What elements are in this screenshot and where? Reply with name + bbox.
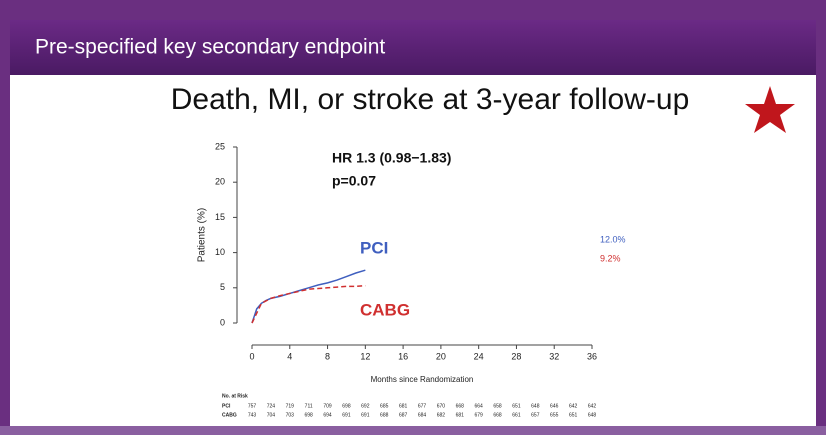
x-tick-label: 32 bbox=[549, 351, 559, 361]
risk-value: 642 bbox=[588, 403, 597, 409]
risk-row-name: CABG bbox=[222, 412, 237, 418]
risk-value: 664 bbox=[474, 403, 483, 409]
risk-value: 648 bbox=[588, 412, 597, 418]
risk-value: 719 bbox=[286, 403, 295, 409]
footer-bar bbox=[0, 426, 826, 435]
x-tick-label: 8 bbox=[325, 351, 330, 361]
risk-value: 655 bbox=[550, 412, 559, 418]
risk-value: 651 bbox=[512, 403, 521, 409]
risk-row-name: PCI bbox=[222, 403, 231, 409]
risk-value: 657 bbox=[531, 412, 540, 418]
risk-value: 694 bbox=[323, 412, 332, 418]
risk-value: 698 bbox=[342, 403, 351, 409]
x-tick-label: 24 bbox=[474, 351, 484, 361]
risk-value: 642 bbox=[569, 403, 578, 409]
y-axis-label: Patients (%) bbox=[197, 208, 208, 262]
risk-value: 682 bbox=[437, 412, 446, 418]
risk-table-title: No. at Risk bbox=[222, 393, 248, 399]
end-label: 9.2% bbox=[600, 253, 621, 263]
risk-value: 684 bbox=[418, 412, 427, 418]
risk-value: 685 bbox=[380, 403, 389, 409]
x-tick-label: 16 bbox=[398, 351, 408, 361]
risk-value: 692 bbox=[361, 403, 370, 409]
star-icon bbox=[745, 86, 795, 133]
risk-value: 691 bbox=[342, 412, 351, 418]
y-tick-label: 10 bbox=[215, 247, 225, 257]
risk-value: 688 bbox=[380, 412, 389, 418]
risk-value: 681 bbox=[456, 412, 465, 418]
header-title: Pre-specified key secondary endpoint bbox=[35, 36, 385, 59]
risk-value: 724 bbox=[267, 403, 276, 409]
risk-value: 648 bbox=[531, 403, 540, 409]
x-tick-label: 4 bbox=[287, 351, 292, 361]
y-tick-label: 25 bbox=[215, 141, 225, 151]
y-tick-label: 5 bbox=[220, 282, 225, 292]
x-tick-label: 36 bbox=[587, 351, 597, 361]
risk-value: 646 bbox=[550, 403, 559, 409]
x-axis-label: Months since Randomization bbox=[371, 375, 474, 384]
risk-value: 661 bbox=[512, 412, 521, 418]
y-tick-label: 20 bbox=[215, 177, 225, 187]
end-label: 12.0% bbox=[600, 234, 626, 244]
risk-value: 681 bbox=[399, 403, 408, 409]
series-line bbox=[251, 284, 366, 324]
x-tick-label: 28 bbox=[511, 351, 521, 361]
risk-value: 668 bbox=[456, 403, 465, 409]
risk-value: 704 bbox=[267, 412, 276, 418]
risk-value: 711 bbox=[305, 403, 313, 409]
risk-value: 703 bbox=[286, 412, 295, 418]
chart-title: Death, MI, or stroke at 3-year follow-up bbox=[171, 83, 690, 116]
annotation: p=0.07 bbox=[332, 173, 376, 189]
risk-value: 679 bbox=[474, 412, 483, 418]
annotation: HR 1.3 (0.98−1.83) bbox=[332, 150, 451, 166]
legend-label: PCI bbox=[360, 238, 388, 257]
risk-value: 677 bbox=[418, 403, 427, 409]
x-tick-label: 20 bbox=[436, 351, 446, 361]
legend-label: CABG bbox=[360, 300, 410, 319]
risk-value: 698 bbox=[304, 412, 313, 418]
y-tick-label: 0 bbox=[220, 317, 225, 327]
risk-value: 658 bbox=[493, 403, 502, 409]
risk-value: 668 bbox=[493, 412, 502, 418]
risk-value: 709 bbox=[323, 403, 332, 409]
risk-value: 691 bbox=[361, 412, 370, 418]
risk-value: 743 bbox=[248, 412, 257, 418]
slide-body bbox=[10, 20, 816, 435]
risk-value: 651 bbox=[569, 412, 578, 418]
risk-value: 687 bbox=[399, 412, 408, 418]
y-tick-label: 15 bbox=[215, 212, 225, 222]
risk-value: 670 bbox=[437, 403, 446, 409]
x-tick-label: 12 bbox=[360, 351, 370, 361]
risk-value: 757 bbox=[248, 403, 257, 409]
header-bar bbox=[10, 20, 816, 75]
series-line bbox=[251, 269, 366, 324]
x-tick-label: 0 bbox=[249, 351, 254, 361]
